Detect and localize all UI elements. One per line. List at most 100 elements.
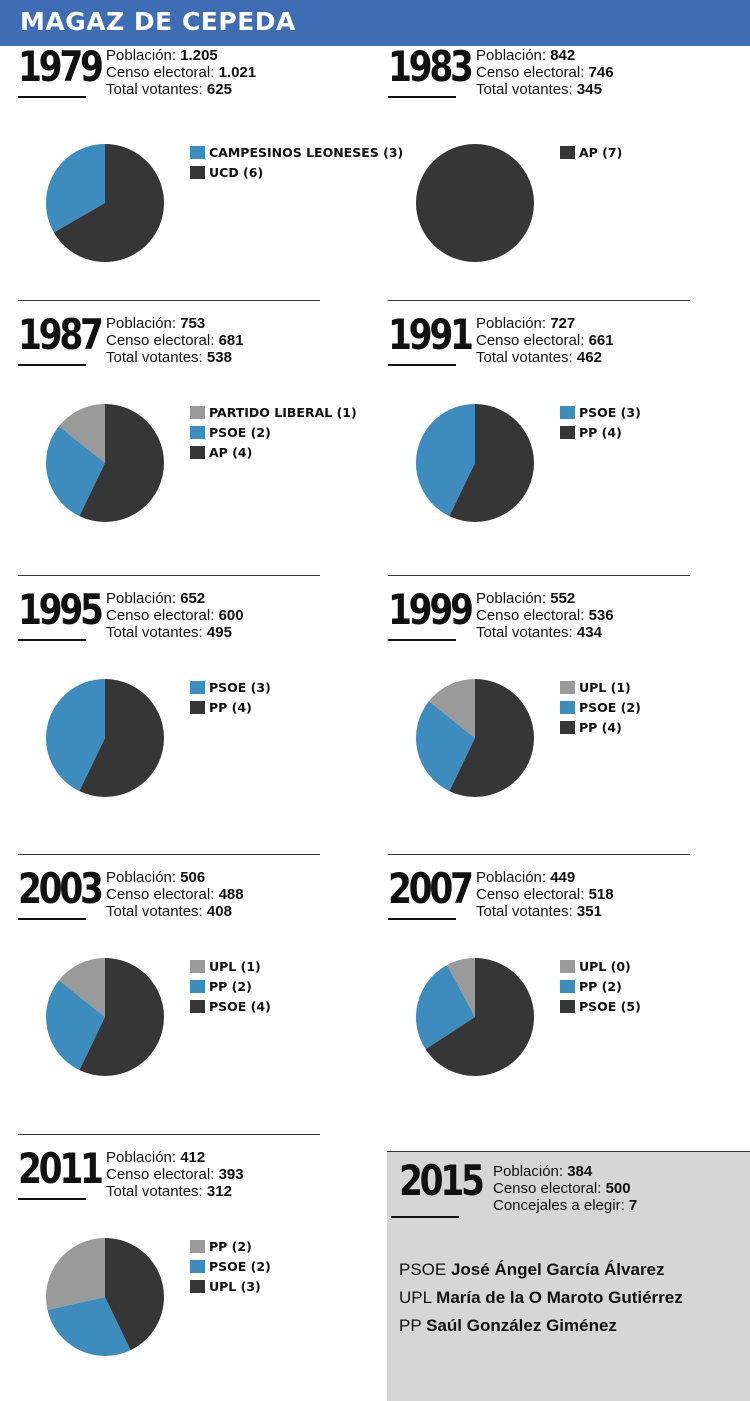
legend-swatch	[190, 959, 205, 973]
stats-block: Población: 552 Censo electoral: 536 Total …	[476, 590, 614, 641]
panel-1991: 1991 Población: 727 Censo electoral: 661 To…	[388, 300, 718, 540]
stat-label: Censo electoral:	[106, 607, 219, 624]
panel-divider	[18, 1134, 320, 1135]
pie-slice	[79, 958, 164, 1076]
header-bar: MAGAZ DE CEPEDA	[0, 0, 750, 46]
legend-swatch	[560, 145, 575, 159]
year-label: 1991	[388, 310, 474, 359]
candidate-name: José Ángel García Álvarez	[450, 1260, 665, 1279]
legend-swatch	[190, 145, 205, 159]
year-underline	[391, 1216, 459, 1218]
panel-divider	[18, 575, 320, 576]
legend-item: CAMPESINOS LEONESES (3)	[190, 142, 403, 162]
stats-block: Población: 842 Censo electoral: 746 Total …	[476, 47, 614, 98]
year-label: 1995	[18, 585, 104, 634]
stat-censo: Censo electoral: 661	[476, 332, 614, 349]
candidate-row: PSOE José Ángel García Álvarez	[399, 1256, 683, 1284]
pie-slice	[416, 404, 475, 517]
year-underline	[18, 96, 86, 98]
stat-poblacion: Población: 727	[476, 315, 614, 332]
year-label: 2015	[399, 1156, 485, 1205]
legend-label: AP (7)	[579, 144, 623, 160]
pie-slice	[79, 404, 164, 522]
legend-item: AP (4)	[190, 442, 357, 462]
stat-label: Total votantes:	[106, 349, 207, 366]
year-underline	[18, 639, 86, 641]
stats-block: Población: 449 Censo electoral: 518 Total …	[476, 869, 614, 920]
stat-value: 600	[218, 607, 244, 624]
legend-label: PARTIDO LIBERAL (1)	[209, 404, 357, 420]
stat-censo: Censo electoral: 600	[106, 607, 244, 624]
pie-slice	[46, 980, 105, 1071]
stat-poblacion: Población: 1.205	[106, 47, 256, 64]
legend-swatch	[190, 700, 205, 714]
candidate-row: UPL María de la O Maroto Gutiérrez	[399, 1284, 683, 1312]
pie-slice	[105, 1238, 164, 1351]
stat-value: 384	[567, 1163, 593, 1180]
panel-1979: 1979 Población: 1.205 Censo electoral: 1.0…	[18, 40, 403, 280]
stat-label: Total votantes:	[106, 81, 207, 98]
legend-label: PP (2)	[579, 978, 622, 994]
panel-1995: 1995 Población: 652 Censo electoral: 600 To…	[18, 575, 348, 815]
stat-value: 393	[218, 1166, 244, 1183]
stat-value: 681	[218, 332, 244, 349]
legend-label: UCD (6)	[209, 164, 264, 180]
stat-value: 449	[550, 869, 576, 886]
pie-slice	[58, 404, 105, 463]
stat-value: 500	[605, 1180, 631, 1197]
stat-label: Población:	[476, 315, 551, 332]
legend-swatch	[190, 445, 205, 459]
legend-item: PSOE (2)	[190, 1256, 271, 1276]
legend-item: PP (2)	[560, 976, 641, 996]
pie-chart	[46, 679, 164, 797]
stat-label: Total votantes:	[106, 1183, 207, 1200]
candidate-name: María de la O Maroto Gutiérrez	[436, 1288, 683, 1307]
legend-label: UPL (1)	[209, 958, 261, 974]
panel-2011: 2011 Población: 412 Censo electoral: 393 To…	[18, 1134, 348, 1374]
stat-votantes: Total votantes: 538	[106, 349, 244, 366]
stat-label: Población:	[106, 315, 181, 332]
legend-swatch	[560, 959, 575, 973]
legend-label: PSOE (5)	[579, 998, 641, 1014]
panel-divider	[18, 300, 320, 301]
legend-label: PSOE (4)	[209, 998, 271, 1014]
stat-label: Censo electoral:	[476, 64, 589, 81]
legend-item: PP (4)	[560, 422, 641, 442]
pie-slice	[53, 144, 164, 262]
legend-item: UPL (1)	[190, 956, 271, 976]
stat-label: Censo electoral:	[476, 886, 589, 903]
year-underline	[388, 639, 456, 641]
stat-value: 538	[206, 349, 232, 366]
stat-value: 625	[206, 81, 232, 98]
legend-swatch	[560, 680, 575, 694]
legend-item: PSOE (5)	[560, 996, 641, 1016]
legend: UPL (0) PP (2) PSOE (5)	[560, 956, 641, 1016]
legend: PSOE (3) PP (4)	[560, 402, 641, 442]
panel-divider	[388, 575, 690, 576]
stat-label: Censo electoral:	[493, 1180, 606, 1197]
year-label: 2011	[18, 1144, 104, 1193]
stat-label: Población:	[106, 1149, 181, 1166]
stat-votantes: Total votantes: 312	[106, 1183, 244, 1200]
stat-poblacion: Población: 384	[493, 1163, 637, 1180]
stat-votantes: Total votantes: 434	[476, 624, 614, 641]
year-underline	[18, 918, 86, 920]
stats-block: Población: 506 Censo electoral: 488 Total …	[106, 869, 244, 920]
pie-slice	[47, 1297, 131, 1356]
legend-label: AP (4)	[209, 444, 253, 460]
stat-label: Censo electoral:	[476, 332, 589, 349]
stat-value: 753	[180, 315, 206, 332]
stat-label: Total votantes:	[106, 903, 207, 920]
stat-votantes: Total votantes: 625	[106, 81, 256, 98]
year-underline	[18, 364, 86, 366]
stat-poblacion: Población: 842	[476, 47, 614, 64]
legend-swatch	[190, 1259, 205, 1273]
legend-label: PSOE (3)	[209, 679, 271, 695]
legend-label: UPL (3)	[209, 1278, 261, 1294]
year-label: 1999	[388, 585, 474, 634]
stat-value: 412	[180, 1149, 206, 1166]
year-label: 1979	[18, 42, 104, 91]
pie-chart	[416, 404, 534, 522]
legend-swatch	[560, 979, 575, 993]
stat-label: Población:	[476, 869, 551, 886]
